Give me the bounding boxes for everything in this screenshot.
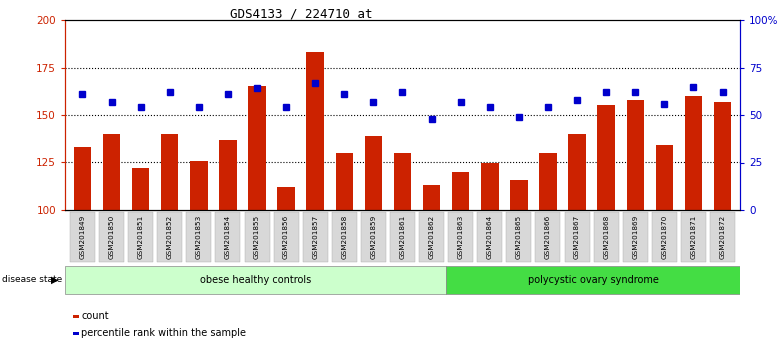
Bar: [161, 134, 179, 210]
Text: GSM201854: GSM201854: [225, 215, 231, 259]
Text: GSM201850: GSM201850: [108, 215, 114, 259]
FancyBboxPatch shape: [70, 212, 95, 262]
Bar: [190, 161, 208, 210]
Text: GSM201853: GSM201853: [196, 215, 201, 259]
Text: GSM201858: GSM201858: [341, 215, 347, 259]
Text: polycystic ovary syndrome: polycystic ovary syndrome: [528, 275, 659, 285]
Text: GSM201861: GSM201861: [400, 215, 405, 259]
Text: GSM201863: GSM201863: [458, 215, 463, 259]
Text: GSM201867: GSM201867: [574, 215, 580, 259]
FancyBboxPatch shape: [593, 212, 619, 262]
Bar: [132, 168, 150, 210]
Bar: [713, 102, 731, 210]
Text: disease state: disease state: [2, 275, 63, 285]
Bar: [481, 162, 499, 210]
FancyBboxPatch shape: [65, 266, 446, 294]
Text: GSM201866: GSM201866: [545, 215, 551, 259]
Text: GSM201864: GSM201864: [487, 215, 493, 259]
FancyBboxPatch shape: [681, 212, 706, 262]
Bar: [684, 96, 702, 210]
FancyBboxPatch shape: [477, 212, 503, 262]
Bar: [597, 105, 615, 210]
Text: GSM201872: GSM201872: [720, 215, 725, 259]
Text: GSM201871: GSM201871: [691, 215, 696, 259]
Text: obese healthy controls: obese healthy controls: [200, 275, 311, 285]
Text: GSM201849: GSM201849: [79, 215, 85, 259]
FancyBboxPatch shape: [390, 212, 415, 262]
Text: GSM201856: GSM201856: [283, 215, 289, 259]
FancyBboxPatch shape: [652, 212, 677, 262]
FancyBboxPatch shape: [332, 212, 357, 262]
Text: GSM201865: GSM201865: [516, 215, 522, 259]
FancyBboxPatch shape: [187, 212, 212, 262]
Text: GSM201851: GSM201851: [138, 215, 143, 259]
Text: GSM201855: GSM201855: [254, 215, 260, 259]
Text: percentile rank within the sample: percentile rank within the sample: [82, 328, 246, 338]
FancyBboxPatch shape: [446, 266, 740, 294]
Text: GSM201852: GSM201852: [167, 215, 172, 259]
FancyBboxPatch shape: [274, 212, 299, 262]
Text: GSM201859: GSM201859: [370, 215, 376, 259]
Text: GSM201870: GSM201870: [662, 215, 667, 259]
Bar: [539, 153, 557, 210]
FancyBboxPatch shape: [535, 212, 561, 262]
Bar: [278, 187, 295, 210]
Bar: [365, 136, 382, 210]
FancyBboxPatch shape: [245, 212, 270, 262]
FancyBboxPatch shape: [128, 212, 153, 262]
FancyBboxPatch shape: [710, 212, 735, 262]
Text: GDS4133 / 224710_at: GDS4133 / 224710_at: [230, 7, 372, 21]
Text: GSM201857: GSM201857: [312, 215, 318, 259]
Bar: [103, 134, 120, 210]
FancyBboxPatch shape: [216, 212, 241, 262]
Bar: [74, 147, 91, 210]
Text: GSM201862: GSM201862: [429, 215, 434, 259]
Text: GSM201868: GSM201868: [603, 215, 609, 259]
Bar: [249, 86, 266, 210]
FancyBboxPatch shape: [99, 212, 124, 262]
FancyBboxPatch shape: [158, 212, 182, 262]
Bar: [423, 185, 441, 210]
Bar: [307, 52, 324, 210]
Bar: [452, 172, 470, 210]
Text: count: count: [82, 311, 109, 321]
FancyBboxPatch shape: [564, 212, 590, 262]
Text: GSM201869: GSM201869: [632, 215, 638, 259]
FancyBboxPatch shape: [448, 212, 474, 262]
Bar: [568, 134, 586, 210]
Bar: [626, 100, 644, 210]
Bar: [336, 153, 353, 210]
FancyBboxPatch shape: [622, 212, 648, 262]
Bar: [510, 179, 528, 210]
Bar: [655, 145, 673, 210]
FancyBboxPatch shape: [419, 212, 444, 262]
FancyBboxPatch shape: [303, 212, 328, 262]
Bar: [394, 153, 412, 210]
FancyBboxPatch shape: [506, 212, 532, 262]
Text: ▶: ▶: [51, 275, 59, 285]
FancyBboxPatch shape: [361, 212, 386, 262]
Bar: [220, 140, 237, 210]
